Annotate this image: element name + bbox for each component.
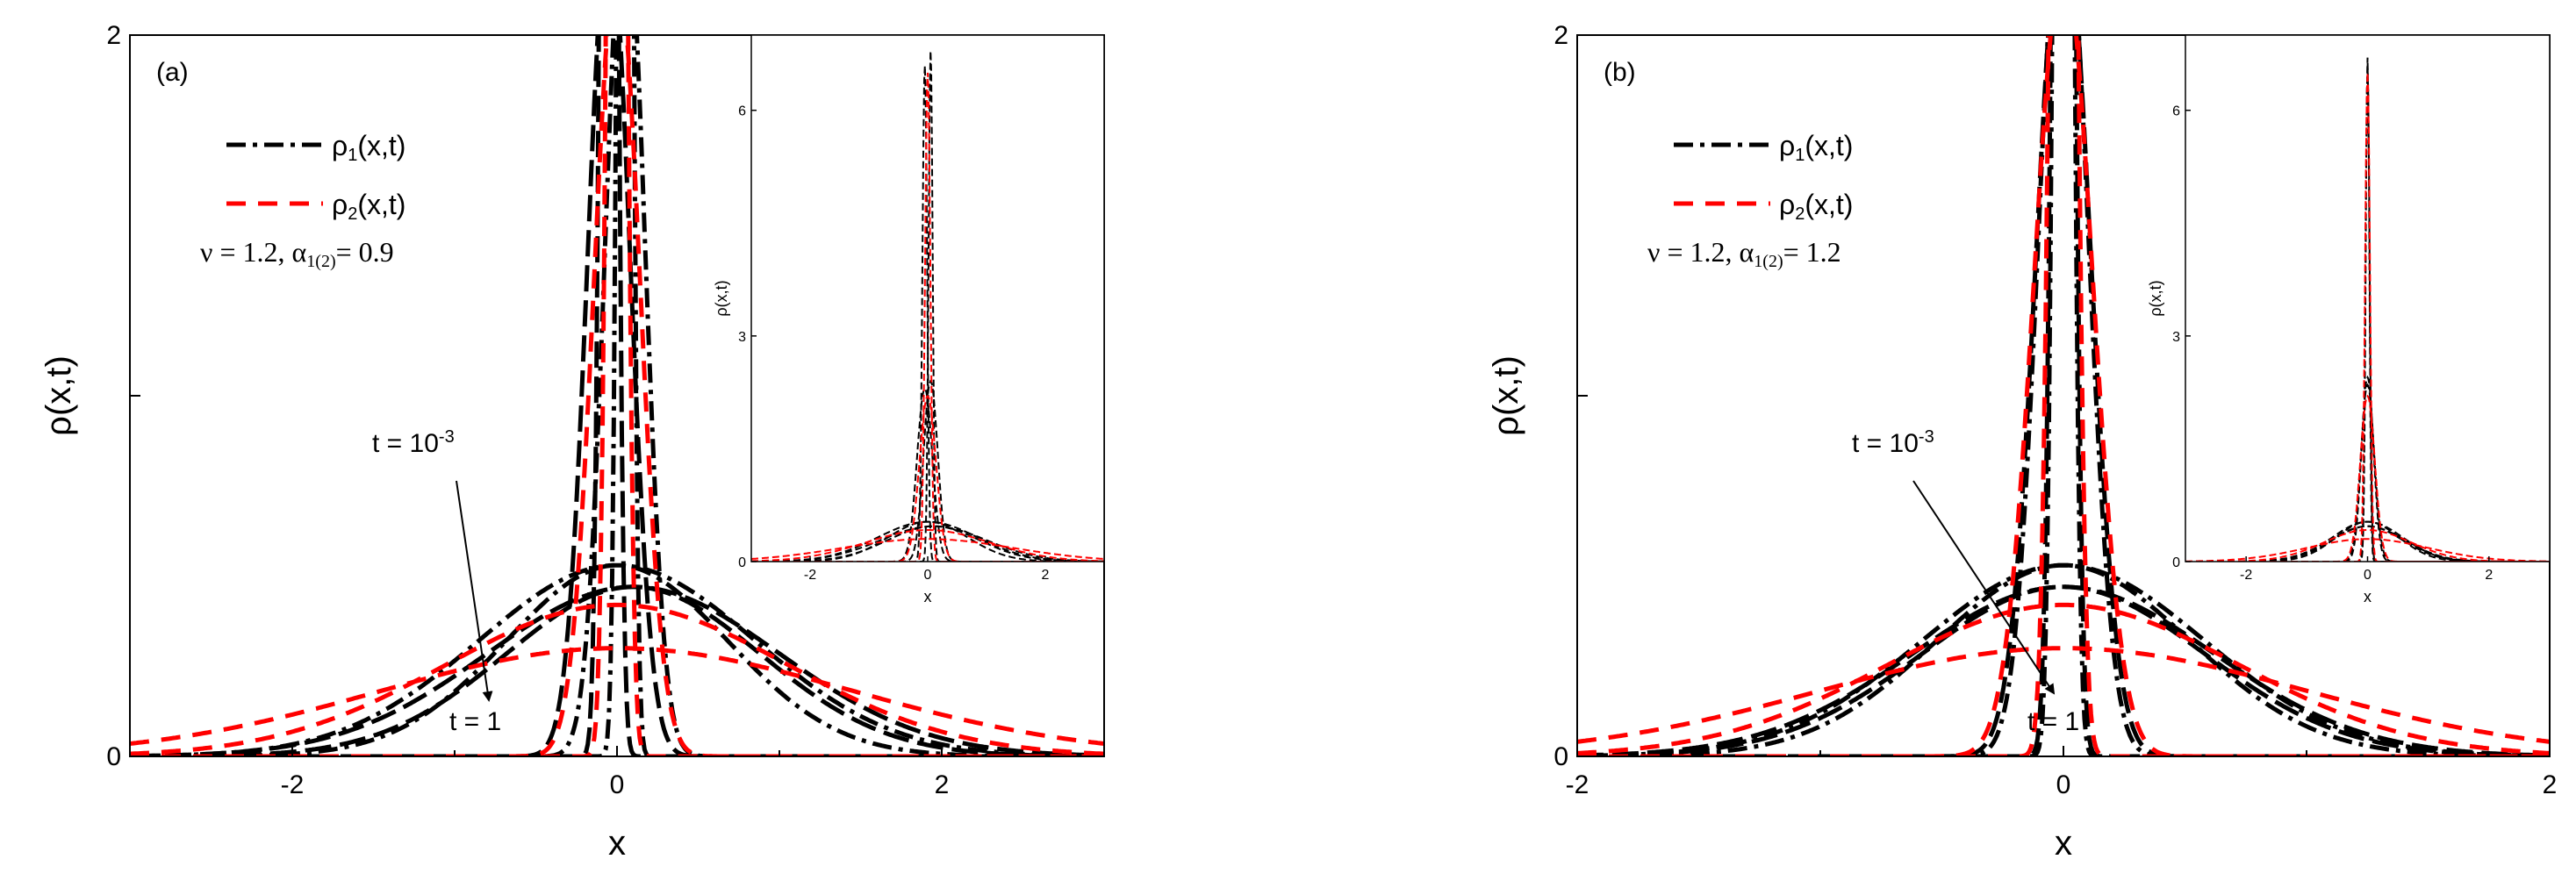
x-axis-title: x: [2055, 824, 2072, 863]
series-0-curve-t3: [130, 562, 1104, 756]
y-tick-label: 0: [1553, 742, 1568, 771]
inset-x-tick-label: 2: [2485, 568, 2493, 583]
inset-x-tick-label: 0: [2364, 568, 2371, 583]
curves-group: [1577, 35, 2550, 756]
x-tick-label: -2: [281, 770, 305, 799]
series-1-curve-t3: [130, 584, 1104, 756]
inset-series-2-curve-t0: [751, 72, 1104, 562]
inset-x-tick-label: 0: [924, 568, 932, 583]
inset-y-axis-title: ρ(x,t): [713, 280, 730, 316]
legend-label-1: ρ1(x,t): [1779, 130, 1853, 165]
inset-y-tick-label: 6: [738, 104, 746, 119]
inset-series-2-curve-t1: [751, 395, 1104, 562]
inset-background: [2185, 35, 2550, 562]
inset-series-1-curve-t0: [751, 65, 1104, 562]
y-axis-title: ρ(x,t): [1487, 355, 1525, 436]
panel-a-chart: -2 0 2 0 2 x ρ(x,t) (a) ρ1(x,t) ρ2(x,t) ν = 1.2, α…: [39, 21, 1105, 863]
series-1-curve-t2: [130, 584, 1104, 756]
inset-y-tick-label: 0: [738, 555, 746, 570]
inset-x-tick-label: -2: [2240, 568, 2252, 583]
legend-label-2: ρ2(x,t): [332, 189, 405, 224]
time-arrow: [1912, 480, 2056, 695]
inset-y-axis-title: ρ(x,t): [2147, 280, 2164, 316]
x-tick-label: 2: [935, 770, 950, 799]
inset-chart: -2 0 2 0 3 6 x ρ(x,t): [2147, 34, 2551, 605]
parameter-label: ν = 1.2, α1(2)= 0.9: [200, 236, 394, 271]
x-tick-label: 0: [2056, 770, 2071, 799]
series-2-curve-t3: [1577, 646, 2550, 744]
series-1-curve-t2: [1577, 584, 2550, 756]
inset-series-1-curve-t1: [751, 387, 1104, 562]
x-axis-title: x: [608, 824, 626, 863]
inset-series-0-curve-t0: [2185, 57, 2550, 562]
annotation-t-1: t = 1: [2027, 707, 2079, 736]
annotation-t-1: t = 1: [449, 707, 501, 736]
x-tick-label: 2: [2543, 770, 2558, 799]
inset-y-tick-label: 3: [738, 330, 746, 345]
inset-series-1-curve-t1: [2185, 383, 2550, 562]
inset-x-axis-title: x: [2364, 588, 2371, 605]
inset-x-axis-title: x: [924, 588, 932, 605]
inset-x-tick-label: -2: [804, 568, 816, 583]
y-axis-title: ρ(x,t): [39, 355, 78, 436]
series-2-curve-t3: [130, 646, 1104, 746]
inset-y-tick-label: 3: [2172, 330, 2180, 345]
inset-chart: -2 0 2 0 3 6 x ρ(x,t): [713, 34, 1105, 605]
legend-label-2: ρ2(x,t): [1779, 189, 1853, 224]
legend-label-1: ρ1(x,t): [332, 130, 405, 165]
series-0-curve-t2: [130, 562, 1104, 756]
inset-series-0-curve-t1: [2185, 375, 2550, 562]
inset-y-tick-label: 0: [2172, 555, 2180, 570]
y-tick-label: 2: [106, 21, 121, 50]
series-1-curve-t3: [1577, 584, 2550, 756]
parameter-label: ν = 1.2, α1(2)= 1.2: [1647, 236, 1841, 271]
inset-y-tick-label: 6: [2172, 104, 2180, 119]
panel-label: (a): [156, 58, 189, 87]
annotation-t-1e-3: t = 10-3: [372, 427, 455, 458]
x-tick-label: 0: [610, 770, 625, 799]
panel-label: (b): [1604, 58, 1636, 87]
x-tick-label: -2: [1566, 770, 1589, 799]
inset-series-2-curve-t1: [2185, 394, 2550, 562]
y-tick-label: 2: [1553, 21, 1568, 50]
y-tick-label: 0: [106, 742, 121, 771]
inset-series-2-curve-t3: [751, 538, 1104, 560]
series-2-curve-t2: [130, 602, 1104, 756]
annotation-t-1e-3: t = 10-3: [1852, 427, 1934, 458]
series-2-curve-t2: [1577, 602, 2550, 756]
time-arrow: [456, 480, 493, 702]
inset-x-tick-label: 2: [1042, 568, 1050, 583]
